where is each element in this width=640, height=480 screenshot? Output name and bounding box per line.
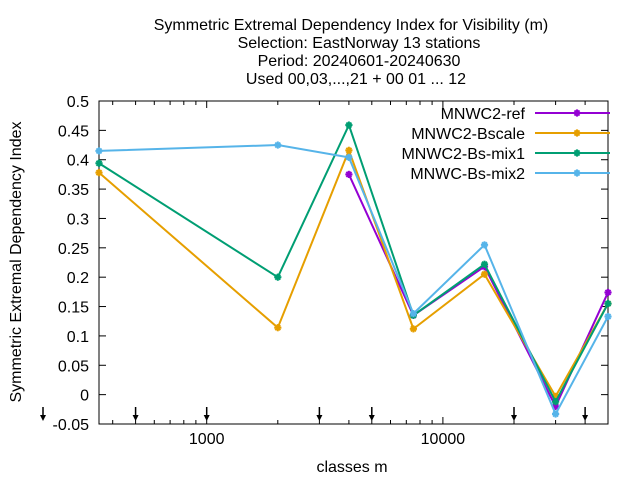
data-point [345, 121, 353, 129]
class-marker-head [582, 415, 589, 421]
data-point [409, 309, 417, 318]
marker-stroke [573, 129, 581, 137]
y-tick-label: 0.05 [58, 358, 89, 375]
series-mnwc-bs-mix2 [95, 141, 612, 418]
marker-stroke [274, 141, 282, 149]
x-tick-label: 1000 [189, 431, 225, 448]
legend-label: MNWC-Bs-mix2 [410, 166, 525, 183]
y-axis-label: Symmetric Extremal Dependency Index [8, 122, 25, 403]
x-axis-label: classes m [316, 459, 387, 476]
plot-frame [98, 100, 609, 425]
legend: MNWC2-ref MNWC2-Bscale MNWC2-Bs-mix1 MNWC-B… [401, 106, 610, 183]
marker-stroke [481, 271, 488, 278]
data-point [480, 270, 489, 278]
y-tick-label: 0.4 [67, 153, 89, 170]
class-marker-head [316, 415, 323, 421]
marker-stroke [410, 325, 417, 333]
marker-stroke [604, 313, 612, 320]
data-point [95, 159, 103, 167]
y-tick-label: 0.45 [58, 123, 89, 140]
data-point [551, 410, 560, 418]
x-tick-label: 10000 [421, 431, 466, 448]
y-tick-label: 0.15 [58, 300, 89, 317]
y-tick-label: 0 [80, 388, 89, 405]
data-point [604, 288, 612, 297]
legend-marker [573, 129, 581, 137]
marker-stroke [573, 169, 581, 177]
chart-title: Symmetric Extremal Dependency Index for … [154, 17, 549, 88]
data-point [345, 153, 353, 161]
marker-stroke [345, 154, 353, 161]
class-marker-arrow [316, 407, 323, 421]
class-marker-arrow [132, 407, 139, 421]
data-point [345, 170, 353, 179]
data-point [551, 398, 560, 406]
class-marker-head [203, 415, 210, 421]
series-mnwc2-ref [345, 170, 612, 410]
y-tick-label: 0.25 [58, 241, 89, 258]
data-point [604, 300, 612, 308]
data-point [274, 273, 282, 281]
data-point [480, 260, 489, 268]
data-point [274, 324, 282, 332]
class-marker-head [368, 415, 375, 421]
data-point [95, 169, 103, 177]
marker-stroke [95, 169, 103, 176]
class-marker-head [132, 415, 139, 421]
y-tick-label: 0.3 [67, 211, 89, 228]
class-marker-head [511, 415, 518, 421]
marker-stroke [345, 147, 353, 154]
legend-label: MNWC2-Bs-mix1 [401, 146, 525, 163]
marker-stroke [573, 109, 581, 117]
marker-stroke [345, 171, 353, 178]
marker-stroke [604, 300, 612, 307]
legend-marker [573, 109, 581, 117]
marker-stroke [345, 121, 353, 129]
class-marker-arrow [203, 407, 210, 421]
y-axis: -0.05 0 0.05 0.1 0.15 0.2 0.25 0.3 0.35 0.4 0.45 0.… [53, 94, 608, 434]
data-point [95, 147, 103, 155]
class-marker-arrow [511, 407, 518, 421]
data-point [345, 146, 353, 154]
class-marker-arrow [582, 407, 589, 421]
marker-stroke [274, 273, 282, 281]
title-line-1: Symmetric Extremal Dependency Index for … [154, 17, 549, 34]
marker-stroke [95, 147, 103, 155]
title-line-2: Selection: EastNorway 13 stations [238, 35, 481, 52]
data-point [480, 241, 489, 249]
legend-label: MNWC2-ref [441, 106, 526, 123]
class-marker-arrow [40, 407, 46, 421]
class-marker-head [40, 415, 46, 421]
title-line-3: Period: 20240601-20240630 [258, 53, 461, 70]
y-tick-label: 0.35 [58, 182, 89, 199]
marker-stroke [573, 149, 581, 157]
legend-marker [573, 169, 581, 177]
y-tick-label: 0.1 [67, 329, 89, 346]
class-marker-arrow [368, 407, 375, 421]
data-point [409, 325, 417, 333]
data-point [604, 312, 612, 321]
title-line-4: Used 00,03,...,21 + 00 01 ... 12 [246, 71, 466, 88]
series-group [95, 121, 612, 418]
x-axis: 1000 10000 [112, 101, 609, 448]
data-point [274, 141, 282, 149]
marker-stroke [481, 241, 488, 249]
legend-marker [573, 149, 581, 157]
marker-stroke [604, 289, 612, 296]
marker-stroke [410, 310, 417, 317]
marker-stroke [95, 160, 103, 167]
marker-stroke [552, 410, 559, 418]
marker-stroke [552, 398, 559, 405]
y-tick-label: 0.2 [67, 270, 89, 287]
marker-stroke [481, 261, 488, 268]
legend-label: MNWC2-Bscale [411, 126, 525, 143]
y-tick-label: 0.5 [67, 94, 89, 111]
marker-stroke [274, 324, 282, 331]
y-tick-label: -0.05 [53, 417, 90, 434]
class-markers [40, 407, 589, 421]
